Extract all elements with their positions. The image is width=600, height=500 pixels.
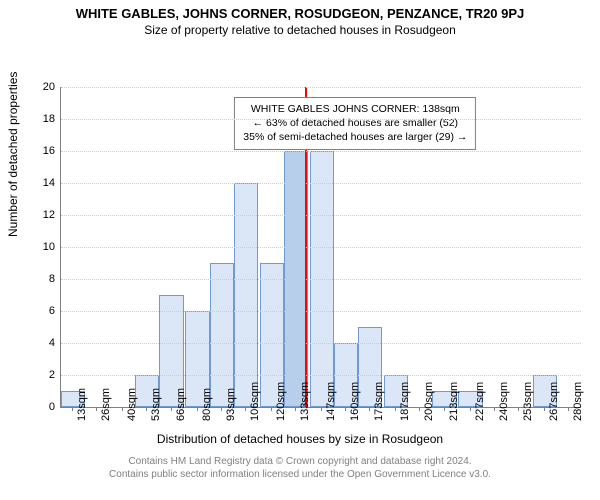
x-tick-label: 160sqm — [349, 382, 361, 421]
chart-subtitle: Size of property relative to detached ho… — [0, 23, 600, 37]
x-tick-mark — [544, 407, 545, 411]
histogram-bar — [234, 183, 258, 407]
y-tick-label: 20 — [43, 81, 61, 93]
grid-line — [61, 215, 581, 216]
x-tick-label: 66sqm — [175, 388, 187, 421]
y-tick-label: 8 — [49, 273, 61, 285]
y-tick-label: 12 — [43, 209, 61, 221]
y-tick-label: 14 — [43, 177, 61, 189]
grid-line — [61, 375, 581, 376]
x-tick-mark — [96, 407, 97, 411]
x-tick-label: 187sqm — [399, 382, 411, 421]
x-tick-mark — [369, 407, 370, 411]
grid-line — [61, 151, 581, 152]
y-tick-label: 4 — [49, 337, 61, 349]
x-tick-label: 253sqm — [522, 382, 534, 421]
x-tick-mark — [197, 407, 198, 411]
grid-line — [61, 119, 581, 120]
x-tick-label: 93sqm — [225, 388, 237, 421]
x-tick-mark — [171, 407, 172, 411]
x-tick-mark — [518, 407, 519, 411]
x-tick-mark — [221, 407, 222, 411]
x-tick-label: 227sqm — [474, 382, 486, 421]
x-tick-label: 240sqm — [498, 382, 510, 421]
grid-line — [61, 279, 581, 280]
x-tick-label: 80sqm — [201, 388, 213, 421]
x-tick-mark — [444, 407, 445, 411]
grid-line — [61, 311, 581, 312]
x-tick-label: 200sqm — [423, 382, 435, 421]
annotation-box: WHITE GABLES JOHNS CORNER: 138sqm ← 63% … — [234, 97, 476, 150]
x-tick-label: 120sqm — [275, 382, 287, 421]
x-tick-label: 53sqm — [150, 388, 162, 421]
x-tick-label: 133sqm — [299, 382, 311, 421]
grid-line — [61, 183, 581, 184]
x-tick-mark — [395, 407, 396, 411]
x-tick-mark — [345, 407, 346, 411]
x-tick-label: 13sqm — [76, 388, 88, 421]
x-tick-label: 40sqm — [126, 388, 138, 421]
grid-line — [61, 343, 581, 344]
x-tick-mark — [122, 407, 123, 411]
x-tick-mark — [321, 407, 322, 411]
footer-line2: Contains public sector information licen… — [0, 468, 600, 481]
x-tick-mark — [494, 407, 495, 411]
footer: Contains HM Land Registry data © Crown c… — [0, 455, 600, 481]
x-tick-label: 106sqm — [249, 382, 261, 421]
x-tick-mark — [470, 407, 471, 411]
y-tick-label: 18 — [43, 113, 61, 125]
chart-title: WHITE GABLES, JOHNS CORNER, ROSUDGEON, P… — [0, 6, 600, 21]
x-tick-label: 213sqm — [448, 382, 460, 421]
x-tick-mark — [568, 407, 569, 411]
annotation-line3: 35% of semi-detached houses are larger (… — [243, 130, 467, 144]
annotation-line1: WHITE GABLES JOHNS CORNER: 138sqm — [243, 102, 467, 116]
y-tick-label: 2 — [49, 369, 61, 381]
y-tick-label: 10 — [43, 241, 61, 253]
y-tick-label: 16 — [43, 145, 61, 157]
y-axis-label: Number of detached properties — [6, 72, 20, 237]
x-tick-mark — [146, 407, 147, 411]
x-tick-label: 267sqm — [548, 382, 560, 421]
x-tick-label: 26sqm — [100, 388, 112, 421]
x-axis-label: Distribution of detached houses by size … — [0, 432, 600, 446]
x-tick-mark — [295, 407, 296, 411]
histogram-bar — [210, 263, 234, 407]
footer-line1: Contains HM Land Registry data © Crown c… — [0, 455, 600, 468]
plot-area: WHITE GABLES JOHNS CORNER: 138sqm ← 63% … — [60, 87, 581, 408]
x-tick-label: 173sqm — [373, 382, 385, 421]
y-tick-label: 6 — [49, 305, 61, 317]
x-tick-mark — [419, 407, 420, 411]
chart-titles: WHITE GABLES, JOHNS CORNER, ROSUDGEON, P… — [0, 0, 600, 37]
grid-line — [61, 247, 581, 248]
grid-line — [61, 87, 581, 88]
x-tick-mark — [245, 407, 246, 411]
x-tick-mark — [271, 407, 272, 411]
x-tick-mark — [72, 407, 73, 411]
x-tick-label: 280sqm — [572, 382, 584, 421]
x-tick-label: 147sqm — [325, 382, 337, 421]
